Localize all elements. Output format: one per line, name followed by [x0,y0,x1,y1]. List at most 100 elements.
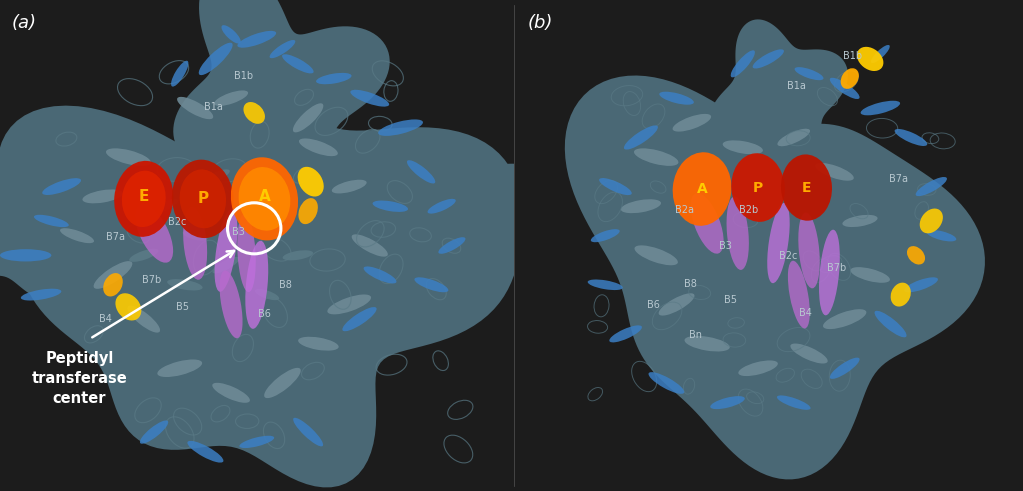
Ellipse shape [103,273,123,297]
Ellipse shape [691,193,723,254]
Ellipse shape [213,383,250,403]
Ellipse shape [231,157,298,241]
Ellipse shape [264,368,301,398]
Ellipse shape [777,129,810,146]
Text: E: E [802,181,811,194]
Text: E: E [138,189,149,204]
Ellipse shape [150,199,178,214]
Text: B7a: B7a [889,174,907,184]
Ellipse shape [634,246,678,265]
Text: B4: B4 [799,308,811,318]
Ellipse shape [94,261,132,289]
Ellipse shape [798,213,819,288]
Ellipse shape [710,396,745,409]
Ellipse shape [659,92,694,105]
Ellipse shape [610,326,641,342]
Text: B7a: B7a [106,232,125,242]
Polygon shape [404,164,551,265]
Text: B1a: B1a [787,81,806,91]
Text: B2b: B2b [740,205,758,215]
Ellipse shape [841,68,859,89]
Ellipse shape [916,177,947,196]
Ellipse shape [282,54,314,74]
Ellipse shape [871,45,890,63]
Ellipse shape [215,209,237,292]
Text: P: P [197,191,209,206]
Text: B4: B4 [99,314,112,324]
Text: (b): (b) [528,14,553,32]
Polygon shape [565,76,985,479]
Ellipse shape [20,289,61,300]
Ellipse shape [407,160,435,184]
Ellipse shape [372,200,408,212]
Polygon shape [0,106,523,488]
Ellipse shape [299,198,318,224]
Ellipse shape [316,73,352,84]
Ellipse shape [187,441,223,463]
Ellipse shape [129,249,159,262]
Polygon shape [709,19,848,177]
Ellipse shape [788,261,810,328]
Ellipse shape [42,178,81,195]
Ellipse shape [673,152,731,226]
Ellipse shape [363,267,397,283]
Text: B5: B5 [723,296,737,305]
Text: A: A [259,189,270,204]
Ellipse shape [875,311,906,337]
Text: B6: B6 [648,300,660,310]
Ellipse shape [202,169,230,184]
Text: Peptidyl
transferase
center: Peptidyl transferase center [32,351,128,406]
Ellipse shape [857,47,884,71]
Ellipse shape [819,230,840,315]
Ellipse shape [659,293,695,316]
Ellipse shape [379,119,422,136]
Ellipse shape [850,267,890,283]
Ellipse shape [270,40,296,58]
Text: B3: B3 [232,227,246,237]
Text: (a): (a) [11,14,36,32]
Ellipse shape [634,148,678,166]
Ellipse shape [243,102,265,124]
Ellipse shape [238,167,291,231]
Ellipse shape [294,418,323,446]
Ellipse shape [776,395,810,410]
Polygon shape [173,0,390,190]
Ellipse shape [293,103,323,133]
Ellipse shape [220,271,242,338]
Polygon shape [0,166,140,305]
Ellipse shape [730,50,755,78]
Ellipse shape [672,114,711,132]
Ellipse shape [106,148,150,166]
Ellipse shape [0,249,51,262]
Ellipse shape [795,67,824,80]
Ellipse shape [739,360,777,376]
Ellipse shape [860,101,900,115]
Text: B1a: B1a [204,102,223,112]
Ellipse shape [815,163,854,181]
Ellipse shape [624,125,658,150]
Text: B3: B3 [718,242,731,251]
Ellipse shape [350,90,389,107]
Ellipse shape [298,167,323,196]
Ellipse shape [331,180,366,193]
Ellipse shape [198,43,232,75]
Ellipse shape [343,307,376,331]
Ellipse shape [140,420,168,444]
Ellipse shape [842,215,878,227]
Ellipse shape [722,140,763,154]
Ellipse shape [158,359,203,377]
Ellipse shape [237,214,256,292]
Text: B8: B8 [278,280,292,290]
Ellipse shape [116,293,141,321]
Ellipse shape [791,344,828,363]
Ellipse shape [167,279,203,291]
Ellipse shape [904,277,938,292]
Ellipse shape [895,129,927,146]
Ellipse shape [599,178,632,195]
Ellipse shape [327,295,371,314]
Text: Bn: Bn [690,330,703,340]
Ellipse shape [830,357,859,379]
Ellipse shape [177,97,213,119]
Text: B8: B8 [684,279,698,289]
Ellipse shape [414,277,448,292]
